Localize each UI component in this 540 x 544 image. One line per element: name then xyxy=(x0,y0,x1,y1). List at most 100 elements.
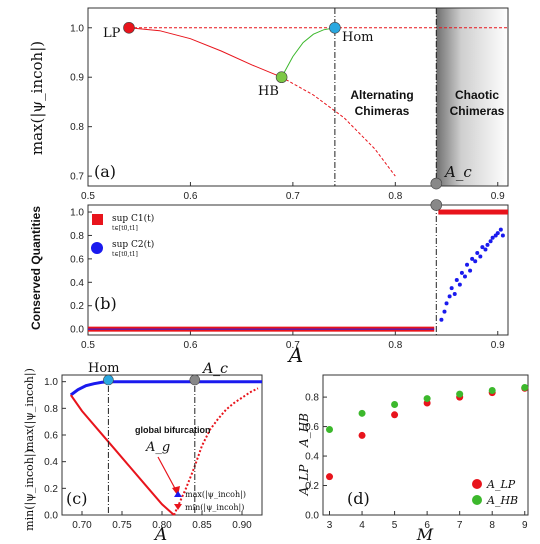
panel-a-ticks: 0.5 0.6 0.7 0.8 0.9 0.7 0.8 0.9 1.0 xyxy=(70,23,505,202)
series-max xyxy=(69,380,262,397)
c2-point xyxy=(462,274,467,279)
panel-a-frame xyxy=(87,7,509,187)
y-tick-label: 0.9 xyxy=(70,73,84,84)
curve-red-solid xyxy=(128,27,282,78)
curve-green-solid xyxy=(281,27,335,78)
y-tick-label: 0.4 xyxy=(305,452,319,463)
panel-c-ticks: 0.70 0.75 0.80 0.85 0.90 0.0 0.2 0.4 0.6 0.8 1.0 xyxy=(44,377,252,531)
panel-c-points xyxy=(69,374,262,516)
y-tick-label: 0.0 xyxy=(44,511,58,522)
point-ahb xyxy=(391,400,399,408)
y-tick-label: 0.2 xyxy=(44,484,58,495)
y-tick-label: 0.8 xyxy=(305,393,319,404)
panel-d-points xyxy=(326,384,529,481)
ac-point-b xyxy=(430,199,443,211)
c2-point xyxy=(468,268,473,273)
panel-b-tag: (b) xyxy=(94,294,117,313)
x-tick-label: 0.8 xyxy=(388,340,402,351)
point-hb xyxy=(275,71,288,84)
y-tick-label: 1.0 xyxy=(44,377,58,388)
legend-ahb-label: A_HB xyxy=(486,494,518,507)
hom-label-c: Hom xyxy=(88,361,120,376)
y-tick-label: 0.0 xyxy=(305,511,319,522)
legend-alp-marker xyxy=(472,479,482,489)
y-tick-label: 0.6 xyxy=(70,254,84,265)
legend-c1-marker xyxy=(92,214,103,225)
legend-alp-label: A_LP xyxy=(486,478,516,491)
point-ahb xyxy=(456,390,464,398)
panel-c-legend: max(|ψ_incoh|) min(|ψ_incoh|) xyxy=(174,490,246,512)
panel-a-tag: (a) xyxy=(94,162,116,181)
panel-a-ylabel: max(|ψ_incoh|) xyxy=(28,41,46,155)
panel-d-frame xyxy=(322,374,529,516)
x-tick-label: 0.75 xyxy=(112,520,132,531)
panel-d-ticks: 3 4 5 6 7 8 9 0.0 0.2 0.4 0.6 0.8 xyxy=(305,393,528,531)
c2-point xyxy=(444,301,449,306)
panel-d-legend: A_LP A_HB xyxy=(472,478,518,507)
y-tick-label: 0.6 xyxy=(305,422,319,433)
c2-point xyxy=(488,239,493,244)
c2-point xyxy=(449,286,454,291)
panel-b-ylabel: Conserved Quantities xyxy=(29,206,43,330)
hom-label-a: Hom xyxy=(342,30,374,45)
chaotic-label-line1: Chaotic xyxy=(455,88,499,102)
y-tick-label: 0.4 xyxy=(44,457,58,468)
point-ahb xyxy=(326,426,334,434)
panel-c-ylabel-top: max(|ψ_incoh|) xyxy=(23,368,37,452)
y-tick-label: 0.2 xyxy=(305,481,319,492)
x-tick-label: 8 xyxy=(489,520,495,531)
y-tick-label: 1.0 xyxy=(70,208,84,219)
panel-b-legend: sup C1(t) t∈[t0,t1] sup C2(t) t∈[t0,t1] xyxy=(91,213,154,258)
y-tick-label: 0.8 xyxy=(70,122,84,133)
x-tick-label: 7 xyxy=(457,520,463,531)
legend-c1-sub: t∈[t0,t1] xyxy=(112,225,138,232)
panel-b-frame xyxy=(87,204,509,336)
panel-b: 0.5 0.6 0.7 0.8 0.9 0.0 0.2 0.4 0.6 0.8 1.0 sup C1… xyxy=(29,199,509,367)
x-tick-label: 0.7 xyxy=(286,191,300,202)
y-tick-label: 0.8 xyxy=(44,404,58,415)
x-tick-label: 5 xyxy=(392,520,398,531)
legend-c2-sub: t∈[t0,t1] xyxy=(112,251,138,258)
c2-point xyxy=(490,235,495,240)
c2-point xyxy=(478,254,483,259)
x-tick-label: 0.70 xyxy=(72,520,92,531)
x-tick-label: 0.6 xyxy=(183,191,197,202)
panel-c-tag: (c) xyxy=(66,489,87,508)
panel-c: 0.70 0.75 0.80 0.85 0.90 0.0 0.2 0.4 0.6 0.8 1.0 g… xyxy=(23,361,263,544)
x-tick-label: 6 xyxy=(424,520,430,531)
point-alp xyxy=(391,411,399,419)
panel-d: 3 4 5 6 7 8 9 0.0 0.2 0.4 0.6 0.8 A_LP A_HB (d) A_H… xyxy=(297,374,529,544)
c2-point xyxy=(452,292,457,297)
series-min-right xyxy=(173,387,259,516)
panel-b-ticks: 0.5 0.6 0.7 0.8 0.9 0.0 0.2 0.4 0.6 0.8 1.0 xyxy=(70,208,505,351)
x-tick-label: 9 xyxy=(522,520,528,531)
panel-b-points xyxy=(88,199,508,335)
c2-point xyxy=(442,309,447,314)
panel-c-ylabel-bottom: min(|ψ_incoh|) xyxy=(23,449,37,531)
point-ahb xyxy=(358,409,366,417)
legend-c2-label: sup C2(t) xyxy=(112,239,154,250)
alternating-label-line1: Alternating xyxy=(350,88,413,102)
c1-upper xyxy=(438,209,508,215)
x-tick-label: 0.90 xyxy=(232,520,252,531)
x-tick-label: 0.8 xyxy=(388,191,402,202)
panel-a-curves xyxy=(128,8,508,186)
c2-point xyxy=(439,317,444,322)
x-tick-label: 0.7 xyxy=(286,340,300,351)
point-ahb xyxy=(521,384,529,392)
panel-d-tag: (d) xyxy=(347,489,370,508)
x-tick-label: 0.5 xyxy=(81,340,95,351)
x-tick-label: 4 xyxy=(359,520,365,531)
y-tick-label: 0.2 xyxy=(70,301,84,312)
legend-c2-marker xyxy=(91,242,103,254)
legend-c1-label: sup C1(t) xyxy=(112,213,154,224)
y-tick-label: 0.0 xyxy=(70,325,84,336)
alternating-label-line2: Chimeras xyxy=(355,104,410,118)
c2-point xyxy=(485,242,490,247)
y-tick-label: 0.4 xyxy=(70,278,84,289)
chaotic-region-shade xyxy=(436,8,508,186)
x-tick-label: 0.85 xyxy=(192,520,212,531)
ag-label: A_g xyxy=(145,440,170,455)
c2-point xyxy=(495,231,500,236)
panel-a: 0.5 0.6 0.7 0.8 0.90.70.80.91.0 Alternating … xyxy=(28,7,509,202)
